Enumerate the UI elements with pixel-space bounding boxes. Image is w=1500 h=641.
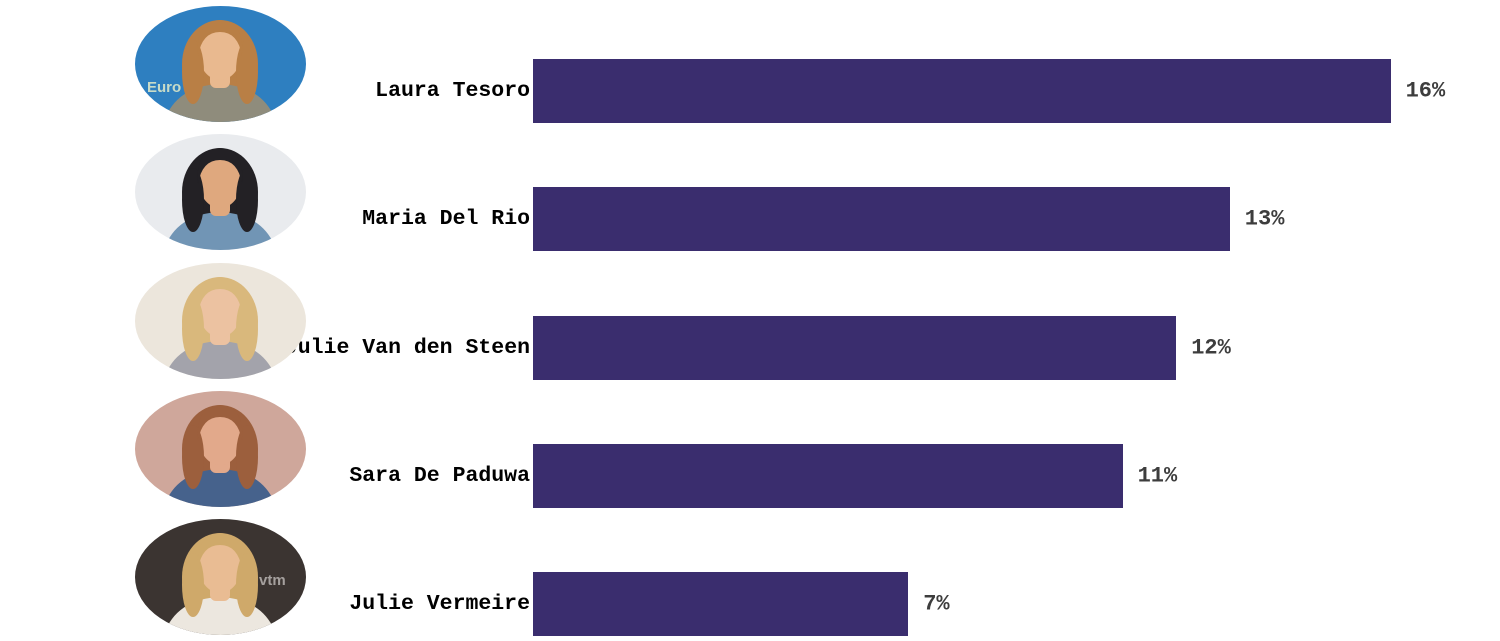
category-label: Sara De Paduwa: [349, 464, 530, 488]
avatar-hair-fringe: [197, 148, 243, 184]
category-label: Maria Del Rio: [362, 207, 530, 231]
avatar-illustration: [135, 134, 306, 250]
avatar-hair-left: [182, 297, 204, 361]
avatar: vtm: [135, 519, 306, 635]
chart-row: vtm Julie Vermeire 7%: [0, 513, 1500, 641]
category-label: Julie Van den Steen: [284, 336, 530, 360]
avatar-illustration: vtm: [135, 519, 306, 635]
avatar-hair-right: [236, 425, 258, 489]
chart-row: Maria Del Rio 13%: [0, 128, 1500, 256]
avatar-background-text: Euro: [147, 79, 181, 96]
avatar-hair-fringe: [197, 20, 243, 56]
avatar-hair-left: [182, 40, 204, 104]
avatar: [135, 134, 306, 250]
avatar-hair-left: [182, 168, 204, 232]
chart-row: Julie Van den Steen 12%: [0, 257, 1500, 385]
avatar-illustration: Euro: [135, 6, 306, 122]
avatar-background-text: vtm: [259, 572, 286, 589]
avatar-hair-left: [182, 425, 204, 489]
category-label: Laura Tesoro: [375, 79, 530, 103]
avatar-face: [199, 28, 241, 80]
category-label: Julie Vermeire: [349, 592, 530, 616]
value-label: 13%: [1244, 206, 1285, 232]
bar: [533, 316, 1177, 380]
avatar-face: [199, 541, 241, 593]
avatar-hair-right: [236, 168, 258, 232]
avatar-hair-left: [182, 553, 204, 617]
chart-row: Euro Laura Tesoro 16%: [0, 0, 1500, 128]
avatar-face: [199, 285, 241, 337]
avatar: Euro: [135, 6, 306, 122]
avatar-illustration: [135, 263, 306, 379]
value-label: 11%: [1137, 463, 1178, 489]
value-label: 12%: [1191, 335, 1231, 361]
value-label: 16%: [1405, 78, 1446, 104]
avatar: [135, 391, 306, 507]
bar: [533, 59, 1391, 123]
bar: [533, 187, 1230, 251]
avatar-face: [199, 413, 241, 465]
value-label: 7%: [923, 591, 950, 617]
bar: [533, 444, 1123, 508]
avatar-hair-fringe: [197, 277, 243, 313]
avatar-hair-right: [236, 553, 258, 617]
avatar-illustration: [135, 391, 306, 507]
avatar-hair-fringe: [197, 405, 243, 441]
chart-row: Sara De Paduwa 11%: [0, 385, 1500, 513]
avatar-hair-fringe: [197, 533, 243, 569]
avatar-face: [199, 156, 241, 208]
avatar-hair-right: [236, 297, 258, 361]
avatar: [135, 263, 306, 379]
bar: [533, 572, 909, 636]
avatar-hair-right: [236, 40, 258, 104]
